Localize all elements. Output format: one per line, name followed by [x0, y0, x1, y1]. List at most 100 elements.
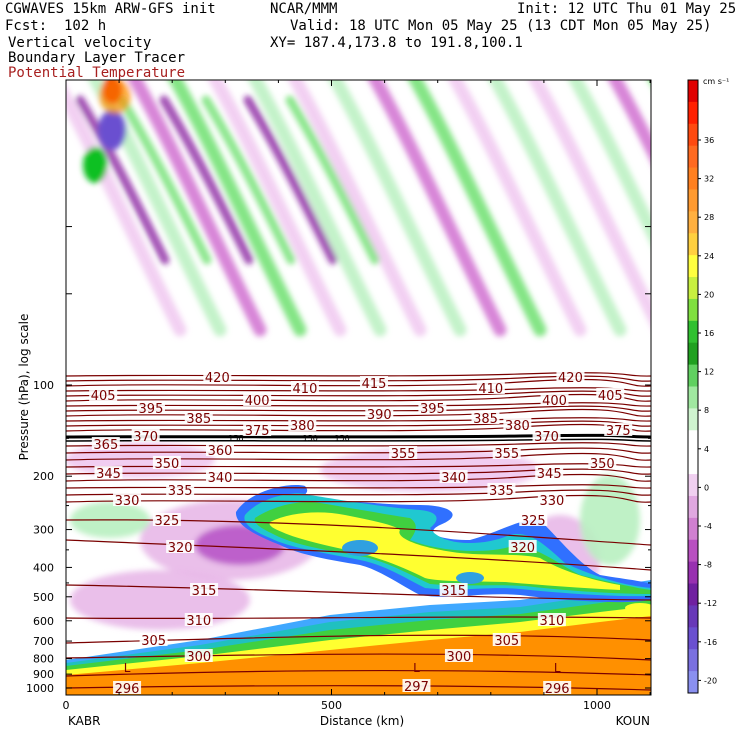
theta-label-bg: [131, 429, 160, 442]
theta-label-bg: [492, 633, 521, 646]
theta-label-bg: [535, 466, 564, 479]
theta-label-bg: [444, 649, 473, 662]
theta-label: 315: [192, 584, 217, 599]
theta-label-bg: [290, 381, 319, 394]
theta-label: 310: [539, 614, 564, 629]
theta-label-bg: [152, 456, 181, 469]
theta-label-bg: [439, 583, 468, 596]
theta-label: 320: [168, 541, 193, 556]
theta-label-bg: [389, 446, 418, 459]
theta-contour: [66, 405, 651, 412]
theta-label: 405: [598, 389, 623, 404]
y-tick-label: 500: [33, 591, 54, 604]
theta-contour: [66, 390, 651, 397]
theta-contour: [66, 447, 651, 454]
wave-band: [448, 80, 587, 337]
theta-label-bg: [166, 483, 195, 496]
theta-label: 385: [186, 412, 211, 427]
theta-label-bg: [487, 483, 516, 496]
potential-temperature-labels: 296 296 297 300 300 305 305 310 310 315 315 320 320 3…: [89, 370, 633, 697]
wave-band: [528, 80, 651, 327]
theta-label-bg: [471, 411, 500, 424]
theta-label-bg: [519, 513, 548, 526]
theta-label: 297: [404, 680, 429, 695]
plot-frame: [65, 79, 652, 696]
colorbar-label: 12: [704, 368, 714, 377]
theta-label-bg: [203, 370, 232, 383]
wave-band: [288, 80, 427, 337]
theta-label: 305: [494, 634, 519, 649]
left-endpoint-label: KABR: [68, 714, 100, 728]
theta-label-bg: [113, 681, 142, 694]
theta-label: 330: [115, 494, 140, 509]
colorbar-frame: [687, 79, 699, 694]
theta-label: 350: [590, 457, 615, 472]
colorbar-swatch: [688, 233, 698, 256]
strong-ascent-core: [83, 147, 107, 183]
theta-label-bg: [476, 381, 505, 394]
tropopause-line: [66, 438, 651, 442]
theta-label-bg: [537, 493, 566, 506]
theta-label: 350: [154, 457, 179, 472]
wave-band-core: [243, 95, 338, 265]
colorbar-swatch: [688, 255, 698, 278]
tropopause-line: [66, 433, 651, 439]
colorbar-swatch: [688, 430, 698, 453]
colorbar-swatch: [688, 320, 698, 344]
x-tick-label: 0: [63, 699, 70, 712]
y-axis-label: Pressure (hPa), log scale: [17, 314, 31, 461]
theta-label-bg: [532, 429, 561, 442]
theta-contour: [66, 378, 651, 387]
y-tick-label: 800: [33, 653, 54, 666]
theta-label-bg: [91, 437, 120, 450]
theta-label-bg: [604, 423, 633, 436]
theta-contour: [66, 375, 651, 382]
wave-band: [168, 80, 307, 337]
theta-label-bg: [537, 613, 566, 626]
colorbar-label: 0: [704, 483, 709, 492]
y-tick-label: 100: [33, 379, 54, 392]
theta-label: 296: [545, 682, 570, 697]
theta-label-bg: [205, 443, 234, 456]
theta-label: 340: [208, 471, 233, 486]
wave-band: [248, 80, 387, 337]
wave-band: [608, 80, 651, 163]
strong-ascent-core: [99, 80, 131, 114]
model-title: CGWAVES 15km ARW-GFS init: [5, 1, 216, 17]
y-tick-label: 300: [33, 524, 54, 537]
theta-label: 325: [154, 514, 179, 529]
surface-low-marker: L: [554, 661, 561, 675]
wave-band-core: [201, 95, 296, 265]
theta-label: 300: [186, 650, 211, 665]
theta-label-bg: [588, 456, 617, 469]
theta-label-bg: [184, 613, 213, 626]
theta-label-bg: [365, 407, 394, 420]
colorbar-swatch: [688, 123, 698, 147]
theta-label: 375: [606, 424, 631, 439]
theta-label: 345: [96, 467, 121, 482]
strong-descent-core: [98, 110, 126, 150]
theta-label-bg: [113, 493, 142, 506]
colorbar-swatch: [688, 561, 698, 585]
wave-band: [368, 80, 507, 337]
theta-label-bg: [184, 411, 213, 424]
colorbar-swatch: [688, 342, 698, 366]
wave-band: [66, 85, 187, 337]
wave-band: [128, 80, 267, 337]
wave-band: [488, 80, 627, 337]
theta-label-bg: [439, 470, 468, 483]
theta-label-bg: [243, 393, 272, 406]
colorbar-swatch: [688, 80, 698, 103]
theta-contour: [66, 393, 651, 402]
colorbar-swatch: [688, 583, 698, 606]
colorbar-swatch: [688, 408, 698, 431]
wave-band-core: [285, 95, 380, 265]
colorbar-swatch: [688, 627, 698, 650]
colorbar-swatch: [688, 298, 698, 322]
theta-label: 305: [141, 634, 166, 649]
theta-label: 330: [539, 494, 564, 509]
colorbar-label: 16: [704, 329, 714, 338]
colorbar-label: 32: [704, 175, 714, 184]
theta-label: 385: [473, 412, 498, 427]
